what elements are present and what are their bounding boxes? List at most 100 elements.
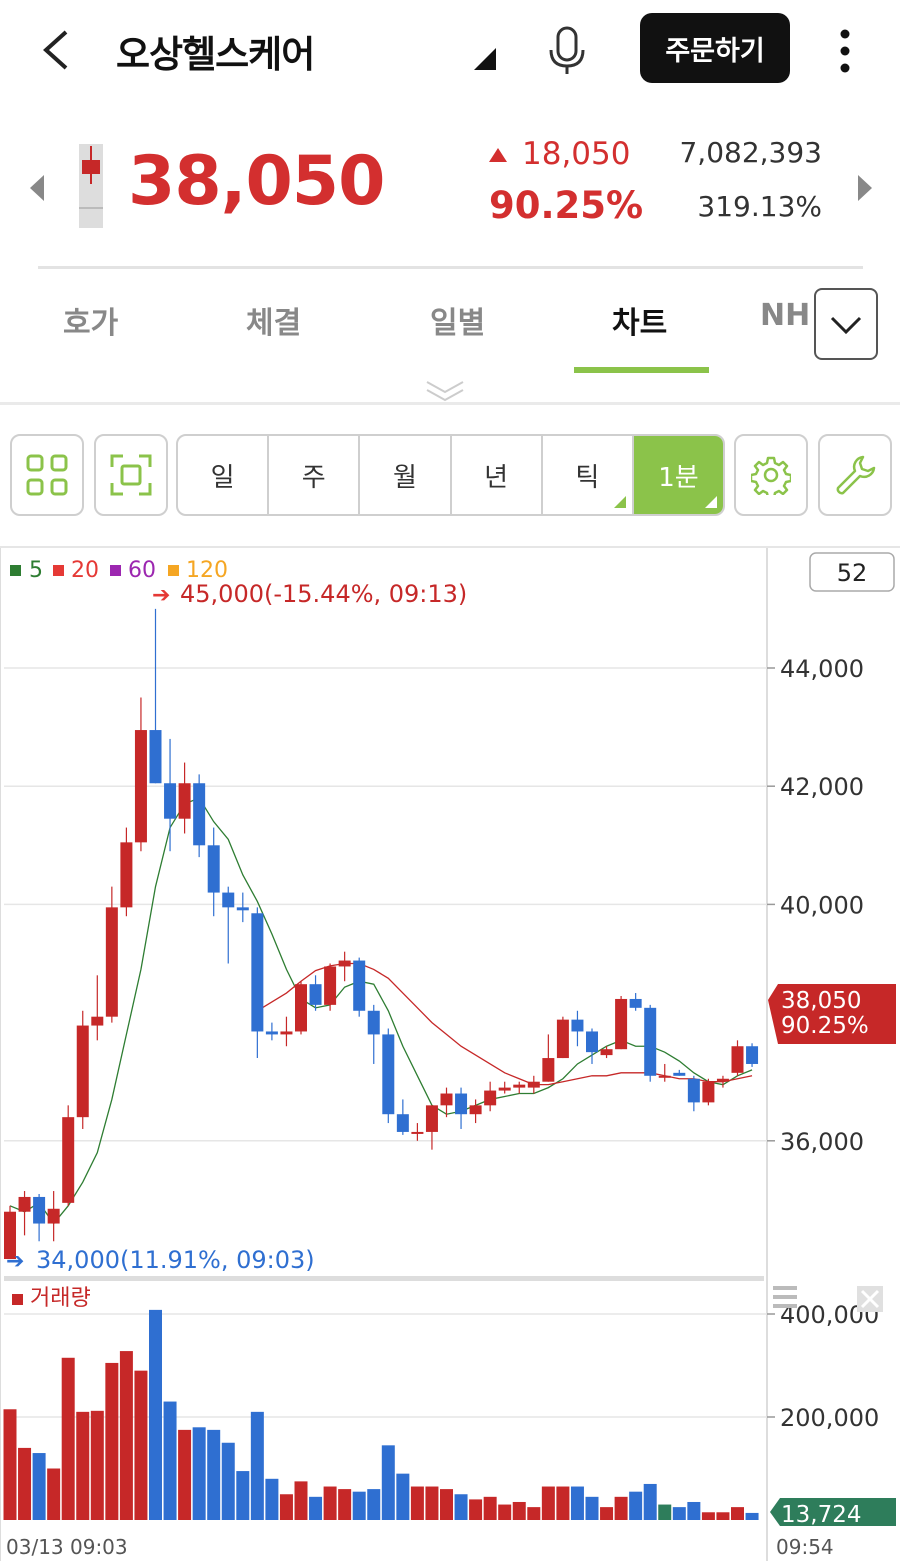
volume-bar [410, 1486, 424, 1520]
svg-text:➔: ➔ [6, 1249, 24, 1274]
microphone-icon[interactable] [545, 26, 589, 76]
volume-bar [367, 1489, 381, 1520]
candle [615, 996, 628, 1050]
last-pct-label: 90.25% [781, 1013, 869, 1039]
tab-orderbook[interactable]: 호가 [63, 306, 119, 341]
candle [484, 1081, 497, 1112]
y-tick-label: 40,000 [780, 891, 864, 919]
volume-bar [236, 1471, 250, 1520]
tab-nh[interactable]: NH [760, 298, 811, 333]
volume-bar [323, 1486, 337, 1520]
volume-bar [178, 1429, 192, 1520]
last-price-tag [768, 984, 896, 1044]
candle [731, 1040, 744, 1076]
ma5-line [9, 797, 753, 1225]
candle [178, 762, 191, 834]
candle [382, 1028, 395, 1124]
volume-bar [658, 1504, 672, 1520]
volume-bar [309, 1496, 323, 1520]
fullscreen-button[interactable] [94, 434, 168, 516]
volume-menu-icon[interactable] [773, 1286, 797, 1308]
chart-tools-button[interactable] [818, 434, 892, 516]
prev-stock-icon[interactable] [30, 175, 44, 201]
volume-bar [352, 1491, 366, 1520]
stock-dropdown-icon[interactable] [474, 48, 496, 70]
tab-chart[interactable]: 차트 [612, 306, 668, 341]
candle [571, 1010, 584, 1047]
candle [207, 827, 220, 917]
low-annotation: 34,000(11.91%, 09:03) [36, 1246, 315, 1274]
volume-bar [425, 1486, 439, 1520]
candle [455, 1087, 468, 1129]
period-1min[interactable]: 1분 [633, 436, 723, 514]
stock-title[interactable]: 오상헬스케어 [116, 33, 315, 76]
more-tabs-button[interactable] [814, 288, 878, 360]
ma-legend: 5 20 60 120 [10, 558, 228, 583]
candle [542, 1034, 555, 1082]
candle [746, 1043, 759, 1067]
tab-daily[interactable]: 일별 [430, 306, 486, 341]
order-button[interactable]: 주문하기 [640, 13, 790, 83]
candle [222, 886, 235, 964]
volume-bar [163, 1401, 177, 1520]
candle [164, 738, 177, 852]
price-change: 18,050 [522, 136, 631, 172]
volume-bar [76, 1411, 90, 1520]
candle [251, 907, 264, 1059]
period-month[interactable]: 월 [360, 436, 452, 514]
volume-bar [90, 1410, 104, 1520]
candle [149, 608, 162, 784]
count-box[interactable] [809, 552, 895, 592]
volume-bar [192, 1427, 206, 1520]
current-price: 38,050 [128, 142, 385, 221]
candle [105, 886, 118, 1023]
volume-bar [556, 1486, 570, 1520]
volume-bar [469, 1499, 483, 1520]
candle [469, 1099, 482, 1124]
collapse-chevron-icon[interactable] [423, 378, 467, 402]
candle [193, 774, 206, 858]
candle [236, 892, 249, 923]
volume-bar [454, 1494, 468, 1520]
candle [309, 975, 322, 1011]
last-volume-label: 13,724 [781, 1502, 861, 1528]
volume-bar [585, 1496, 599, 1520]
panel-splitter[interactable] [4, 1276, 764, 1281]
period-day[interactable]: 일 [178, 436, 270, 514]
more-menu-icon[interactable] [828, 26, 862, 76]
volume-bar [541, 1486, 555, 1520]
volume-bar [265, 1478, 279, 1520]
volume-bar [119, 1351, 133, 1520]
volume-bar [570, 1486, 584, 1520]
volume-bar [47, 1468, 61, 1520]
gear-icon [751, 456, 791, 495]
volume-ratio: 319.13% [697, 190, 822, 223]
tab-trades[interactable]: 체결 [246, 306, 302, 341]
active-tab-indicator [574, 367, 709, 373]
candle [265, 1022, 278, 1041]
volume-bar [250, 1411, 264, 1520]
period-tick[interactable]: 틱 [543, 436, 634, 514]
svg-text:➔: ➔ [152, 583, 170, 608]
next-stock-icon[interactable] [858, 175, 872, 201]
candle [411, 1123, 424, 1141]
period-week[interactable]: 주 [269, 436, 361, 514]
period-year[interactable]: 년 [452, 436, 543, 514]
candle [644, 1004, 657, 1082]
candle [513, 1081, 526, 1094]
layout-grid-button[interactable] [10, 434, 84, 516]
volume-tick-label: 200,000 [780, 1404, 879, 1432]
back-arrow-icon[interactable] [38, 28, 78, 72]
x-end-label: 09:54 [776, 1535, 834, 1559]
candle [556, 1016, 569, 1059]
close-volume-icon[interactable] [857, 1286, 883, 1312]
trade-volume: 7,082,393 [679, 136, 822, 169]
divider [0, 402, 900, 405]
chart-area[interactable]: 44,000 42,000 40,000 36,000 400,000 200,000 5… [0, 546, 900, 1561]
chart-settings-button[interactable] [734, 434, 808, 516]
volume-bar [716, 1512, 730, 1520]
legend-ma5: 5 [29, 558, 43, 583]
volume-bar [731, 1507, 744, 1520]
volume-bar [687, 1501, 701, 1520]
